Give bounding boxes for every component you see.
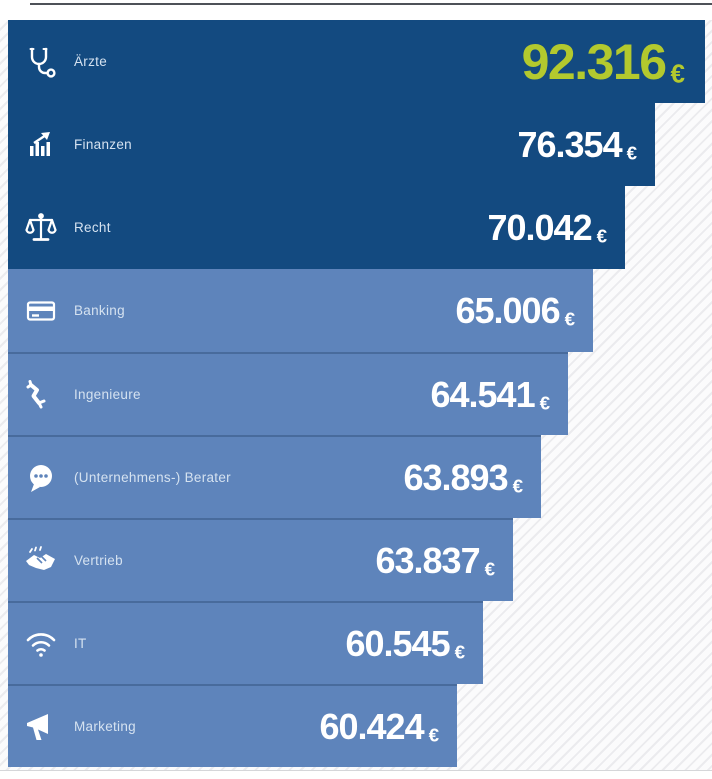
bar-label: Vertrieb [74, 553, 123, 568]
bar-value: 63.893 € [403, 457, 523, 499]
bar-value-number: 64.541 [430, 373, 535, 415]
megaphone-icon [23, 709, 59, 745]
bar-value: 70.042 € [487, 207, 607, 249]
bar-value: 60.424 € [319, 706, 439, 748]
euro-sign: € [564, 308, 575, 330]
bar-label: Banking [74, 303, 125, 318]
bar-value-number: 70.042 [487, 206, 592, 248]
stethoscope-icon [23, 44, 59, 80]
bar-label: Marketing [74, 719, 136, 734]
bar-value-number: 76.354 [517, 123, 622, 165]
euro-sign: € [454, 641, 465, 663]
bar-label: Finanzen [74, 137, 132, 152]
bar-label: Recht [74, 220, 111, 235]
bar-label: Ingenieure [74, 387, 141, 402]
credit-card-icon [23, 293, 59, 329]
bar-row-marketing: Marketing 60.424 € [8, 684, 457, 767]
bar-value-number: 63.837 [375, 539, 480, 581]
euro-sign: € [670, 58, 685, 89]
bar-label: IT [74, 636, 87, 651]
euro-sign: € [512, 475, 523, 497]
handshake-icon [23, 543, 59, 579]
euro-sign: € [626, 142, 637, 164]
speech-bubble-icon [23, 460, 59, 496]
wifi-icon [23, 626, 59, 662]
bar-row-recht: Recht 70.042 € [8, 186, 625, 269]
bar-value: 92.316 € [522, 33, 685, 91]
bar-list: Ärzte 92.316 € Finanzen 76.354 € [8, 20, 705, 767]
bar-label: (Unternehmens-) Berater [74, 470, 231, 485]
bar-value: 60.545 € [345, 623, 465, 665]
euro-sign: € [539, 392, 550, 414]
bar-label: Ärzte [74, 54, 108, 69]
bar-value: 64.541 € [430, 374, 550, 416]
bar-value-number: 92.316 [521, 33, 667, 90]
bar-row-vertrieb: Vertrieb 63.837 € [8, 518, 513, 601]
chart-growth-icon [23, 127, 59, 163]
bar-value-number: 65.006 [455, 289, 560, 331]
scales-icon [23, 210, 59, 246]
bar-row-it: IT 60.545 € [8, 601, 483, 684]
bar-row-aerzte: Ärzte 92.316 € [8, 20, 705, 103]
top-divider-line [30, 3, 712, 5]
euro-sign: € [484, 558, 495, 580]
wrench-icon [23, 377, 59, 413]
bar-value-number: 60.424 [319, 705, 424, 747]
euro-sign: € [428, 724, 439, 746]
bar-row-finanzen: Finanzen 76.354 € [8, 103, 655, 186]
bar-row-ingenieure: Ingenieure 64.541 € [8, 352, 568, 435]
bar-row-banking: Banking 65.006 € [8, 269, 593, 352]
bar-value: 76.354 € [517, 124, 637, 166]
euro-sign: € [596, 225, 607, 247]
bar-value-number: 63.893 [403, 456, 508, 498]
bar-value-number: 60.545 [345, 622, 450, 664]
bar-value: 65.006 € [455, 290, 575, 332]
bottom-divider-line [0, 770, 712, 771]
bar-row-berater: (Unternehmens-) Berater 63.893 € [8, 435, 541, 518]
bar-value: 63.837 € [375, 540, 495, 582]
